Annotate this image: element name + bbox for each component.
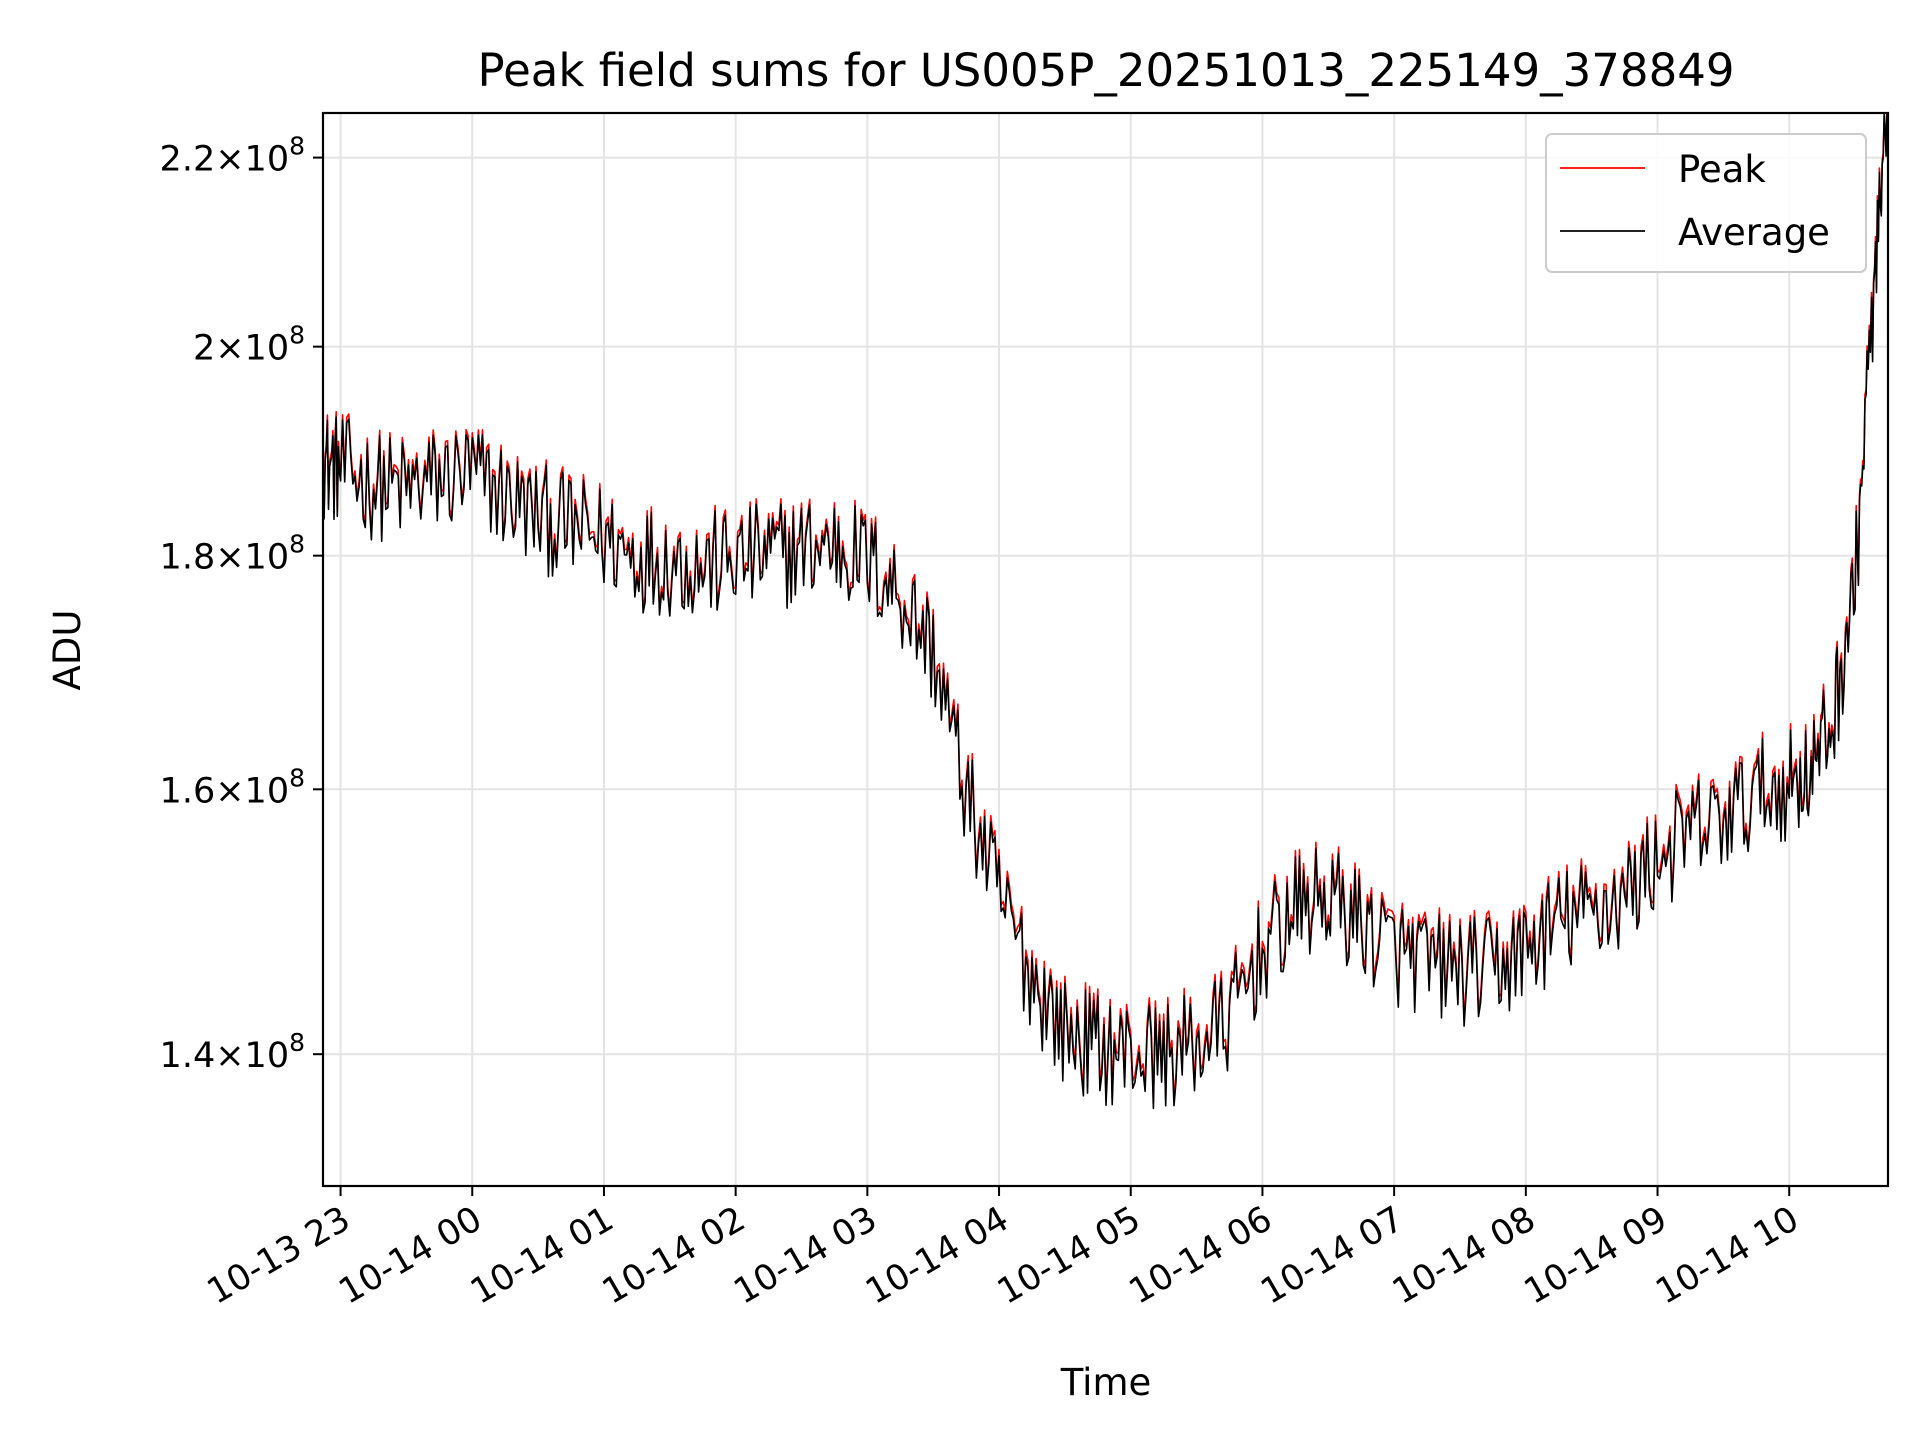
y-tick-times: ×10: [215, 538, 289, 578]
y-tick-mantissa: 2: [193, 329, 215, 369]
y-tick-label: 1.6×108: [160, 763, 305, 811]
y-tick-exponent: 8: [289, 1028, 305, 1057]
legend: Peak Average: [1545, 133, 1867, 273]
y-tick-exponent: 8: [289, 530, 305, 559]
legend-label-peak: Peak: [1678, 148, 1766, 191]
y-tick-mantissa: 1.4: [160, 1036, 216, 1076]
plot-lines: [322, 112, 1889, 1110]
y-tick-mantissa: 1.8: [160, 538, 216, 578]
y-tick-mantissa: 2.2: [160, 140, 216, 180]
y-tick-exponent: 8: [289, 763, 305, 792]
y-tick-times: ×10: [215, 771, 289, 811]
y-tick-label: 2×108: [193, 321, 305, 369]
y-tick-times: ×10: [215, 329, 289, 369]
y-tick-exponent: 8: [289, 321, 305, 350]
y-tick-label: 1.4×108: [160, 1028, 305, 1076]
y-tick-times: ×10: [215, 140, 289, 180]
y-tick-mantissa: 1.6: [160, 771, 216, 811]
y-tick-label: 1.8×108: [160, 530, 305, 578]
y-tick-exponent: 8: [289, 132, 305, 161]
x-axis-label: Time: [1060, 1361, 1152, 1404]
chart-title: Peak field sums for US005P_20251013_2251…: [478, 44, 1735, 97]
plot-frame: [321, 111, 1890, 1188]
y-tick-label: 2.2×108: [160, 132, 305, 180]
legend-label-average: Average: [1678, 211, 1830, 254]
y-axis-label: ADU: [46, 610, 89, 691]
grid: [323, 113, 1888, 1186]
series-line-average: [322, 112, 1889, 1110]
y-tick-times: ×10: [215, 1036, 289, 1076]
